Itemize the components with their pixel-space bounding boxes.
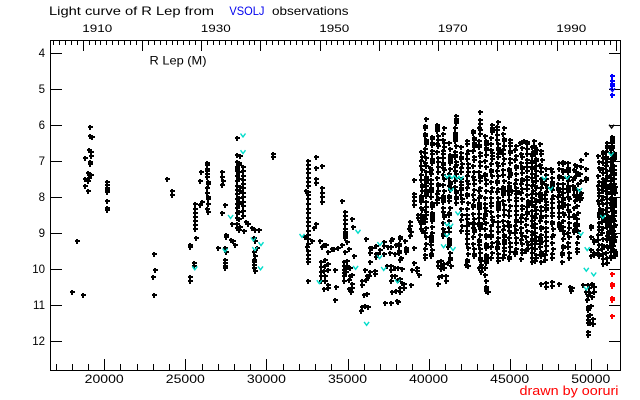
svg-text:1930: 1930 (201, 23, 231, 35)
svg-text:observations: observations (272, 4, 349, 18)
svg-text:Light curve of R Lep from: Light curve of R Lep from (49, 4, 214, 18)
svg-text:20000: 20000 (85, 372, 124, 386)
svg-text:1910: 1910 (82, 23, 112, 35)
svg-text:50000: 50000 (571, 372, 610, 386)
svg-text:12: 12 (32, 336, 45, 348)
svg-text:R Lep (M): R Lep (M) (150, 54, 207, 68)
svg-text:4: 4 (39, 48, 46, 60)
svg-text:30000: 30000 (247, 372, 286, 386)
svg-text:40000: 40000 (409, 372, 448, 386)
svg-text:5: 5 (39, 84, 45, 96)
svg-text:drawn by ooruri: drawn by ooruri (520, 384, 619, 398)
svg-text:9: 9 (39, 228, 45, 240)
svg-text:10: 10 (32, 264, 45, 276)
svg-text:1950: 1950 (319, 23, 349, 35)
svg-text:35000: 35000 (328, 372, 367, 386)
svg-text:6: 6 (39, 120, 45, 132)
svg-text:8: 8 (39, 192, 45, 204)
svg-text:VSOLJ: VSOLJ (229, 4, 264, 18)
svg-text:1970: 1970 (438, 23, 468, 35)
svg-text:7: 7 (39, 156, 45, 168)
svg-text:1990: 1990 (556, 23, 586, 35)
svg-text:45000: 45000 (490, 372, 529, 386)
svg-text:25000: 25000 (166, 372, 205, 386)
svg-text:11: 11 (33, 300, 45, 312)
